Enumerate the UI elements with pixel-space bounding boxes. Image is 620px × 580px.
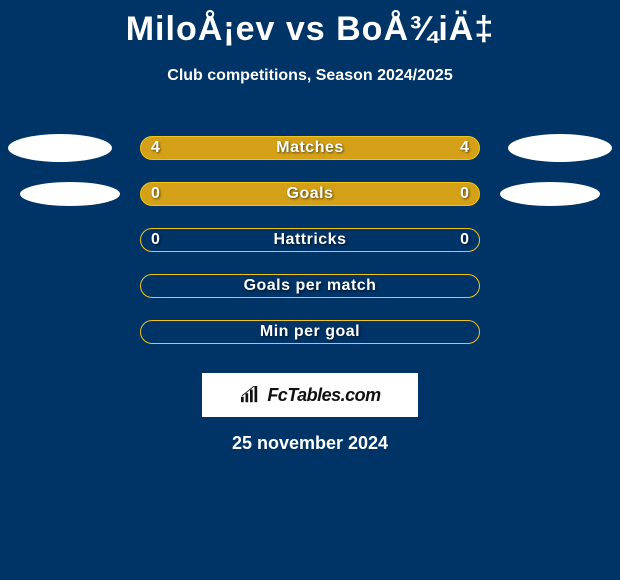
stat-bar: 4 Matches 4	[140, 136, 480, 160]
stat-bar: 0 Hattricks 0	[140, 228, 480, 252]
stat-label: Matches	[141, 139, 479, 157]
page-title: MiloÅ¡ev vs BoÅ¾iÄ‡	[0, 0, 620, 49]
right-value: 0	[460, 185, 469, 203]
stat-row-goals-per-match: Goals per match	[0, 263, 620, 309]
stat-label: Min per goal	[141, 323, 479, 341]
logo-box: FcTables.com	[202, 373, 418, 417]
subtitle: Club competitions, Season 2024/2025	[0, 67, 620, 85]
stat-label: Goals per match	[141, 277, 479, 295]
stat-label: Goals	[141, 185, 479, 203]
stat-bar: Goals per match	[140, 274, 480, 298]
left-ellipse	[20, 182, 120, 206]
right-ellipse	[508, 134, 612, 162]
stat-row-hattricks: 0 Hattricks 0	[0, 217, 620, 263]
left-ellipse	[8, 134, 112, 162]
stat-row-goals: 0 Goals 0	[0, 171, 620, 217]
stat-bar: Min per goal	[140, 320, 480, 344]
brand-text: FcTables.com	[267, 385, 380, 406]
stat-label: Hattricks	[141, 231, 479, 249]
stat-bar: 0 Goals 0	[140, 182, 480, 206]
date-text: 25 november 2024	[0, 433, 620, 454]
chart-icon	[239, 386, 261, 404]
stat-rows: 4 Matches 4 0 Goals 0 0 Hattricks 0 Goal…	[0, 125, 620, 355]
right-value: 4	[460, 139, 469, 157]
right-ellipse	[500, 182, 600, 206]
stat-row-min-per-goal: Min per goal	[0, 309, 620, 355]
stat-row-matches: 4 Matches 4	[0, 125, 620, 171]
right-value: 0	[460, 231, 469, 249]
